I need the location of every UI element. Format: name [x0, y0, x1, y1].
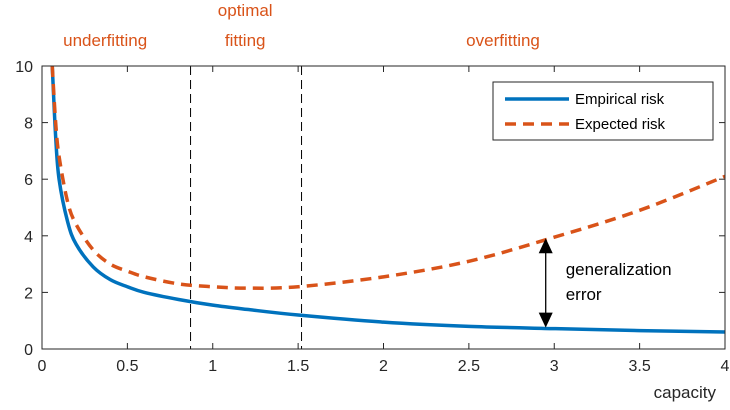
x-tick-label: 0.5 [116, 358, 138, 375]
x-tick-label: 3.5 [629, 358, 651, 375]
y-tick-label: 8 [24, 116, 33, 133]
annotation-text: error [566, 285, 602, 304]
legend-box [492, 81, 714, 141]
y-tick-label: 2 [24, 285, 33, 302]
region-label: underfitting [63, 31, 147, 50]
region-label: fitting [225, 31, 266, 50]
annotation-arrowhead-up [538, 238, 553, 254]
legend-label: Empirical risk [575, 91, 665, 108]
legend: Empirical risk Expected risk [492, 81, 714, 141]
series-layer [50, 65, 726, 334]
labels-layer: capacity underfitting optimal fitting overfi… [63, 1, 716, 402]
y-tick-label: 4 [24, 229, 33, 246]
y-tick-label: 10 [15, 59, 33, 76]
x-tick-label: 2 [379, 358, 388, 375]
series-line-1 [50, 65, 726, 290]
annotation: generalization error [538, 238, 672, 328]
x-tick-label: 1 [208, 358, 217, 375]
series-line-0 [50, 65, 726, 334]
x-tick-label: 4 [721, 358, 730, 375]
region-label: overfitting [466, 31, 540, 50]
annotation-arrowhead-down [538, 312, 553, 328]
x-tick-label: 1.5 [287, 358, 309, 375]
annotation-text: generalization [566, 260, 672, 279]
x-tick-label: 3 [550, 358, 559, 375]
x-tick-label: 0 [38, 358, 47, 375]
x-axis-label: capacity [654, 383, 717, 402]
y-tick-label: 0 [24, 342, 33, 359]
axes: 0 0.5 1 1.5 2 2.5 3 3.5 4 0 2 4 6 8 10 [15, 59, 729, 375]
legend-label: Expected risk [575, 116, 666, 133]
region-label: optimal [218, 1, 273, 20]
y-tick-label: 6 [24, 172, 33, 189]
region-boundaries [190, 66, 303, 349]
x-tick-label: 2.5 [458, 358, 480, 375]
